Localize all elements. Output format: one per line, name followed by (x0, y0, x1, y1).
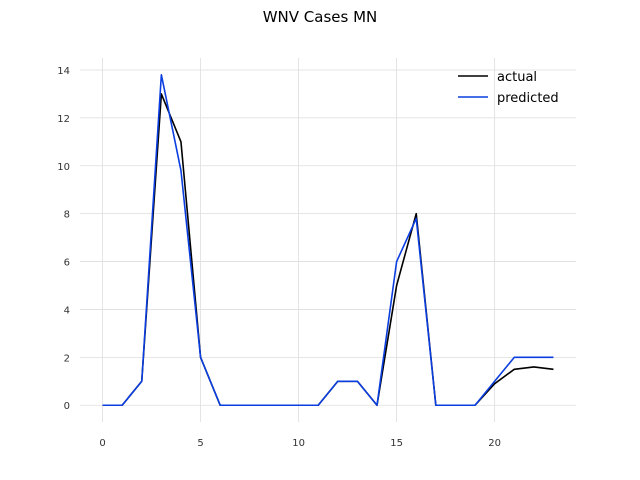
y-tick-label: 8 (64, 210, 70, 221)
x-tick-label: 0 (99, 438, 105, 449)
y-tick-label: 0 (64, 401, 70, 412)
y-tick-label: 2 (64, 353, 70, 364)
series-lines (102, 73, 554, 407)
x-tick-label: 15 (390, 438, 403, 449)
series-line-predicted (102, 73, 554, 407)
legend-label-actual: actual (497, 70, 537, 85)
y-tick-label: 10 (57, 162, 70, 173)
x-tick-label: 5 (197, 438, 203, 449)
legend-label-predicted: predicted (497, 91, 559, 106)
axis-ticks: 0 5 10 15 20 0 2 4 6 8 10 12 14 (57, 66, 501, 449)
series-line-actual (102, 93, 554, 407)
legend: actual predicted (458, 70, 559, 106)
y-tick-label: 6 (64, 258, 70, 269)
grid (80, 58, 576, 422)
chart-title: WNV Cases MN (263, 8, 378, 26)
y-tick-label: 14 (57, 66, 70, 77)
x-tick-label: 10 (292, 438, 305, 449)
y-tick-label: 12 (57, 114, 70, 125)
y-tick-label: 4 (64, 305, 70, 316)
x-tick-label: 20 (488, 438, 501, 449)
